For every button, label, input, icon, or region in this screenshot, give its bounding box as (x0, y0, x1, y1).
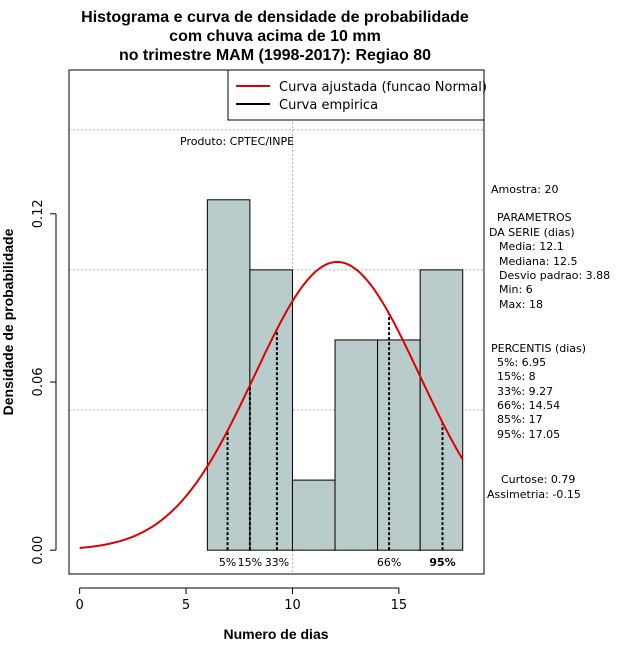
percentile-label-4: 95% (429, 556, 455, 569)
percentile-lines (226, 313, 444, 551)
stats-p95: 95%: 17.05 (497, 428, 560, 441)
x-tick-label-3: 15 (391, 598, 408, 613)
stats-p66: 66%: 14.54 (497, 399, 560, 412)
stats-p33: 33%: 9.27 (497, 385, 553, 398)
percentile-label-2: 33% (265, 556, 289, 569)
chart-title-line-2: com chuva acima de 10 mm (169, 28, 381, 45)
legend-normal-label: Curva ajustada (funcao Normal) (279, 80, 487, 95)
histogram-bar-1 (249, 269, 293, 551)
y-tick-label-2: 0.12 (31, 199, 46, 228)
y-tick-label-1: 0.06 (31, 368, 46, 397)
y-tick-label-0: 0.00 (31, 536, 46, 565)
x-axis: 0 5 10 15 (76, 587, 408, 613)
stats-p85: 85%: 17 (497, 413, 543, 426)
stats-desvio: Desvio padrao: 3.88 (499, 269, 610, 282)
stats-media: Media: 12.1 (499, 240, 564, 253)
stats-params-title-2: DA SERIE (dias) (489, 226, 575, 239)
histogram-bar-2 (291, 479, 336, 551)
histogram-bar-0 (206, 199, 251, 551)
stats-params-title-1: PARAMETROS (497, 211, 572, 224)
stats-panel: Amostra: 20 PARAMETROS DA SERIE (dias) M… (487, 183, 610, 501)
stats-max: Max: 18 (499, 298, 543, 311)
x-axis-label: Numero de dias (223, 626, 328, 642)
stats-percentis-title: PERCENTIS (dias) (491, 342, 586, 355)
stats-curtose: Curtose: 0.79 (501, 473, 575, 486)
stats-min: Min: 6 (499, 283, 533, 296)
histogram-bar-4 (377, 339, 421, 551)
legend-empirical-label: Curva empirica (279, 98, 378, 113)
histogram-bars (206, 199, 464, 551)
product-label: Produto: CPTEC/INPE (180, 135, 294, 148)
x-tick-label-2: 10 (284, 598, 301, 613)
normal-curve (79, 260, 464, 549)
legend: Curva ajustada (funcao Normal) Curva emp… (227, 69, 487, 121)
histogram-bar-5 (419, 269, 464, 551)
percentile-label-1: 15% (238, 556, 262, 569)
stats-p15: 15%: 8 (497, 370, 536, 383)
stats-p5: 5%: 6.95 (497, 356, 546, 369)
y-axis-label: Densidade de probabilidade (0, 228, 16, 415)
x-tick-label-1: 5 (182, 598, 190, 613)
chart-title-line-3: no trimestre MAM (1998-2017): Regiao 80 (119, 47, 431, 64)
percentile-label-3: 66% (377, 556, 401, 569)
stats-assimetria: Assimetria: -0.15 (487, 488, 581, 501)
chart-title-line-1: Histograma e curva de densidade de proba… (81, 9, 469, 26)
legend-box (227, 69, 485, 121)
histogram-bar-3 (334, 339, 379, 551)
y-axis: 0.00 0.06 0.12 (31, 199, 57, 565)
x-tick-label-0: 0 (76, 598, 84, 613)
stats-mediana: Mediana: 12.5 (499, 255, 577, 268)
normal-curve-layer (79, 260, 464, 549)
stats-sample: Amostra: 20 (491, 183, 558, 196)
percentile-labels: 5% 15% 33% 66% 95% (219, 556, 456, 569)
percentile-label-0: 5% (219, 556, 236, 569)
